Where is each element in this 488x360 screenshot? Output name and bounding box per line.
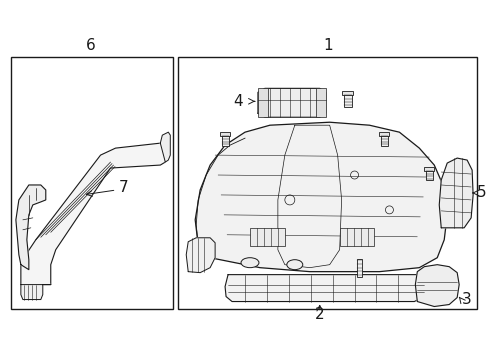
Bar [343, 94, 351, 107]
Ellipse shape [286, 260, 302, 270]
Ellipse shape [241, 258, 259, 268]
Text: 2: 2 [314, 307, 324, 322]
Text: 4: 4 [233, 94, 243, 109]
Polygon shape [224, 275, 427, 302]
Bar [342, 91, 352, 95]
Text: 3: 3 [461, 292, 471, 307]
Bar [11, 58, 173, 310]
Polygon shape [258, 88, 325, 117]
Bar [379, 132, 388, 136]
Polygon shape [160, 132, 170, 162]
Bar [424, 167, 433, 171]
Polygon shape [186, 238, 215, 273]
Bar [249, 228, 285, 246]
Bar [339, 228, 374, 246]
Polygon shape [438, 158, 472, 228]
Bar [220, 132, 229, 136]
Bar [380, 135, 387, 146]
Polygon shape [16, 185, 46, 270]
Polygon shape [414, 265, 458, 306]
Text: 6: 6 [85, 38, 95, 53]
Bar [425, 170, 432, 180]
Bar [178, 58, 476, 310]
Text: 5: 5 [476, 185, 486, 201]
Text: 1: 1 [322, 38, 332, 53]
Bar [221, 135, 228, 146]
Text: 7: 7 [118, 180, 128, 195]
Polygon shape [21, 143, 165, 285]
Bar [258, 88, 267, 117]
Polygon shape [195, 122, 447, 272]
Polygon shape [21, 285, 51, 300]
Bar [315, 88, 325, 117]
Bar [356, 259, 361, 276]
